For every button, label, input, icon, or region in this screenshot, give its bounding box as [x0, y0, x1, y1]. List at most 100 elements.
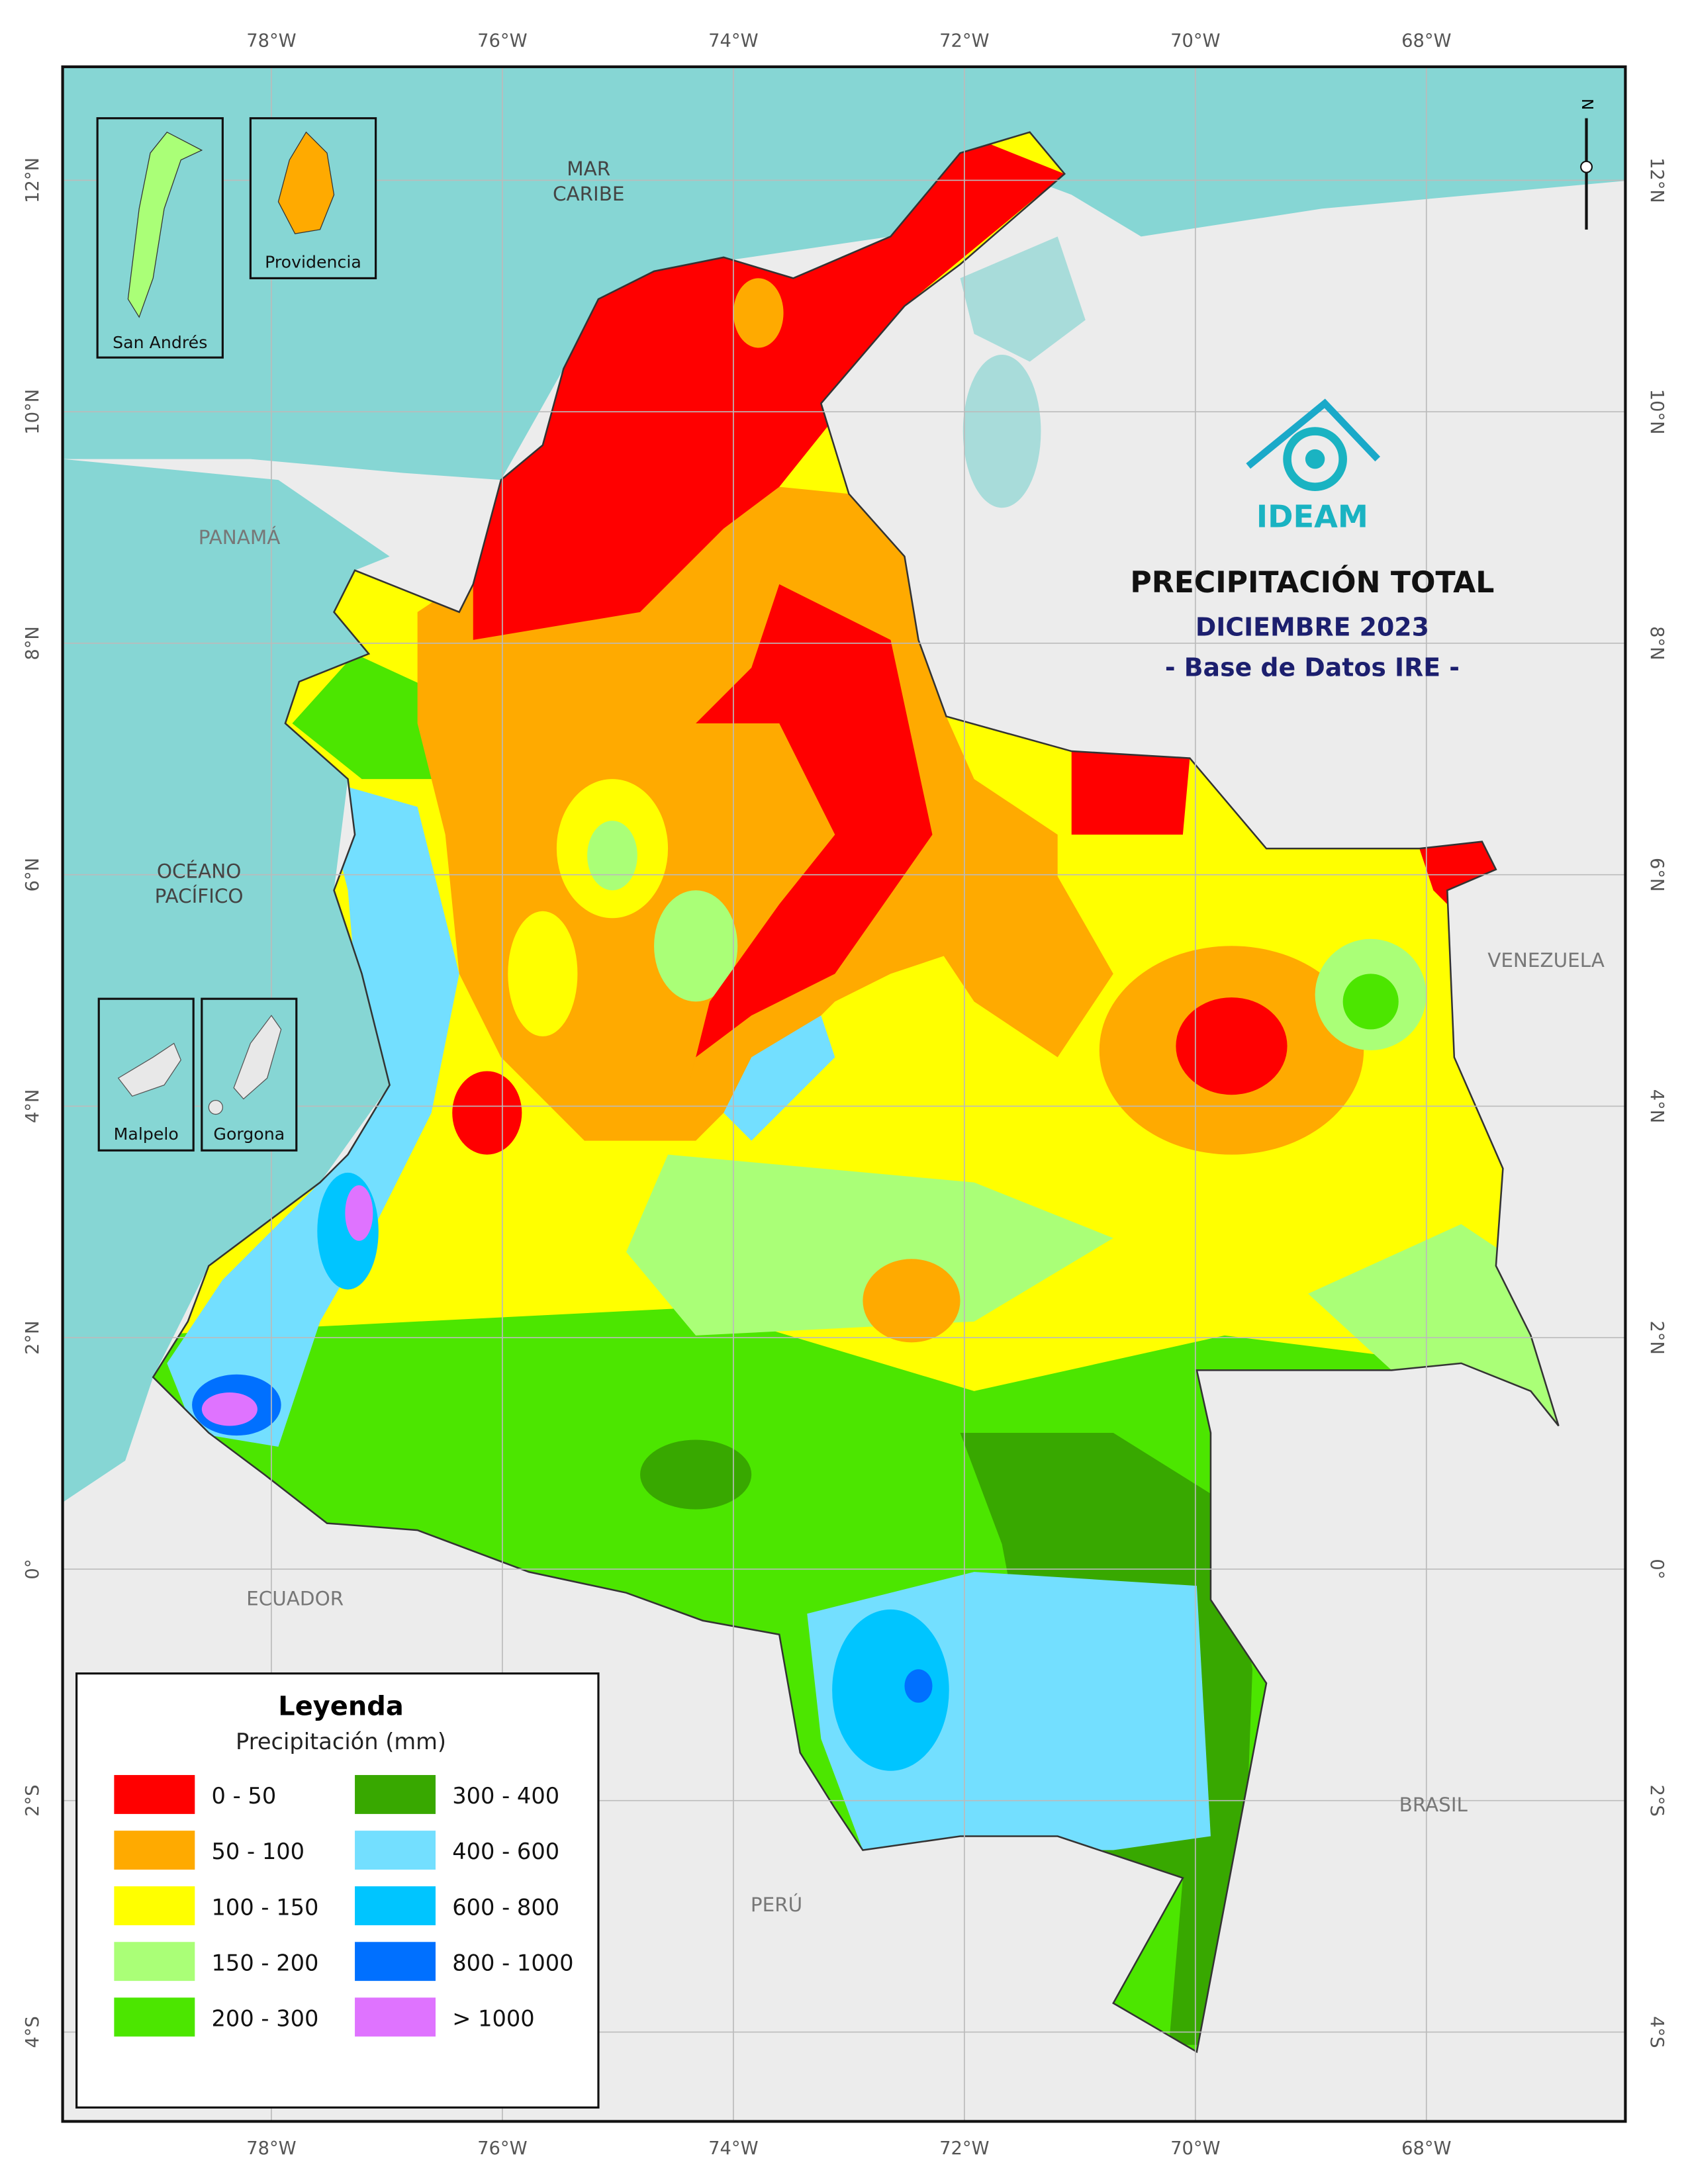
lon-label: 70°W: [1170, 2138, 1220, 2159]
lon-label: 68°W: [1401, 2138, 1451, 2159]
subtitle: DICIEMBRE 2023: [1196, 613, 1429, 642]
legend-title: Leyenda: [278, 1692, 404, 1722]
place-label: PACÍFICO: [155, 884, 244, 907]
legend-swatch: [355, 1942, 436, 1981]
precip-zone: [508, 911, 578, 1036]
precip-zone: [904, 1669, 933, 1703]
legend-label: 50 - 100: [212, 1839, 305, 1864]
legend-label: 800 - 1000: [452, 1950, 573, 1976]
lon-label: 72°W: [939, 2138, 989, 2159]
lat-label: 10°N: [23, 389, 43, 435]
inset-label: Gorgona: [213, 1124, 285, 1144]
lat-label: 4°N: [23, 1089, 43, 1123]
precip-zone: [1308, 1224, 1559, 1426]
lon-label: 74°W: [708, 31, 758, 52]
place-label: VENEZUELA: [1487, 949, 1605, 972]
lon-label: 70°W: [1170, 31, 1220, 52]
precip-zone: [654, 890, 738, 1002]
legend: Leyenda Precipitación (mm) 0 - 50 50 - 10…: [75, 1672, 600, 2109]
coordinate-labels: 78°W 78°W 76°W 76°W 74°W 74°W 72°W 72°W 70°W 70°W…: [23, 31, 1667, 2159]
lat-label: 2°N: [1646, 1320, 1667, 1354]
lat-label: 12°N: [23, 158, 43, 203]
precip-zone: [1071, 751, 1190, 835]
legend-label: > 1000: [452, 2005, 534, 2031]
legend-label: 400 - 600: [452, 1839, 559, 1864]
insets: San Andrés Providencia Malpelo Gorgona: [96, 117, 377, 1152]
legend-swatch: [114, 1942, 195, 1981]
lat-label: 4°N: [1646, 1089, 1667, 1123]
legend-label: 300 - 400: [452, 1783, 559, 1809]
lat-label: 4°S: [1646, 2016, 1667, 2048]
lat-label: 4°S: [23, 2016, 43, 2048]
inset-label: Providencia: [265, 252, 361, 271]
lat-label: 0°: [23, 1559, 43, 1579]
precip-zone: [918, 848, 1113, 1058]
island: [277, 131, 335, 234]
lat-label: 2°S: [23, 1785, 43, 1817]
lon-label: 68°W: [1401, 31, 1451, 52]
logo-text: IDEAM: [1256, 499, 1368, 535]
place-label: PERÚ: [751, 1892, 802, 1916]
legend-label: 0 - 50: [212, 1783, 277, 1809]
lat-label: 8°N: [23, 626, 43, 660]
precip-zone: [587, 821, 637, 891]
legend-label: 150 - 200: [212, 1950, 319, 1976]
lon-label: 78°W: [246, 31, 296, 52]
legend-swatch: [355, 1997, 436, 2037]
caribbean-sea: [62, 66, 1626, 480]
precip-zone: [832, 1609, 949, 1771]
island: [233, 1015, 282, 1100]
place-label: ECUADOR: [246, 1588, 344, 1610]
legend-label: 600 - 800: [452, 1894, 559, 1920]
logo-core: [1305, 449, 1325, 469]
precip-zone: [1342, 974, 1399, 1030]
lat-label: 12°N: [1646, 158, 1667, 203]
logo: IDEAM: [1246, 398, 1381, 535]
lat-label: 2°S: [1646, 1785, 1667, 1817]
lat-label: 10°N: [1646, 389, 1667, 435]
precip-zone: [201, 1392, 258, 1426]
precip-zone: [626, 1154, 1113, 1336]
place-label: BRASIL: [1399, 1794, 1468, 1816]
legend-swatch: [114, 1831, 195, 1870]
lat-label: 6°N: [23, 858, 43, 891]
precip-zone: [417, 486, 1058, 1141]
place-label: PANAMÁ: [199, 525, 281, 549]
gulf-venezuela: [960, 236, 1086, 362]
legend-label: 200 - 300: [212, 2005, 319, 2031]
lon-label: 76°W: [477, 2138, 527, 2159]
legend-swatch: [114, 1886, 195, 1926]
note: - Base de Datos IRE -: [1165, 653, 1460, 682]
legend-label: 100 - 150: [212, 1894, 319, 1920]
north-label: N: [1578, 99, 1595, 110]
title: PRECIPITACIÓN TOTAL: [1130, 565, 1494, 600]
lon-label: 72°W: [939, 31, 989, 52]
lat-label: 0°: [1646, 1559, 1667, 1579]
island: [117, 1042, 182, 1097]
lat-label: 6°N: [1646, 858, 1667, 891]
pacific-ocean: [62, 459, 390, 1503]
precip-zone: [1176, 997, 1288, 1095]
island: [127, 131, 203, 318]
precip-zone: [452, 1071, 522, 1155]
north-arrow: N: [1578, 99, 1595, 230]
precip-zone: [682, 584, 933, 1113]
legend-swatch: [114, 1775, 195, 1814]
lon-label: 76°W: [477, 31, 527, 52]
lat-label: 8°N: [1646, 626, 1667, 660]
legend-subtitle: Precipitación (mm): [236, 1729, 446, 1754]
precip-zone: [733, 278, 784, 348]
precip-zone: [345, 1185, 373, 1241]
precip-zone: [167, 779, 459, 1447]
inset-frame: [201, 997, 298, 1152]
inset-label: San Andrés: [113, 333, 207, 352]
logo-roof: [1246, 398, 1381, 469]
precip-zone: [863, 1259, 961, 1343]
inset-label: Malpelo: [114, 1124, 179, 1144]
legend-swatch: [355, 1775, 436, 1814]
legend-swatch: [355, 1886, 436, 1926]
legend-swatch: [355, 1831, 436, 1870]
